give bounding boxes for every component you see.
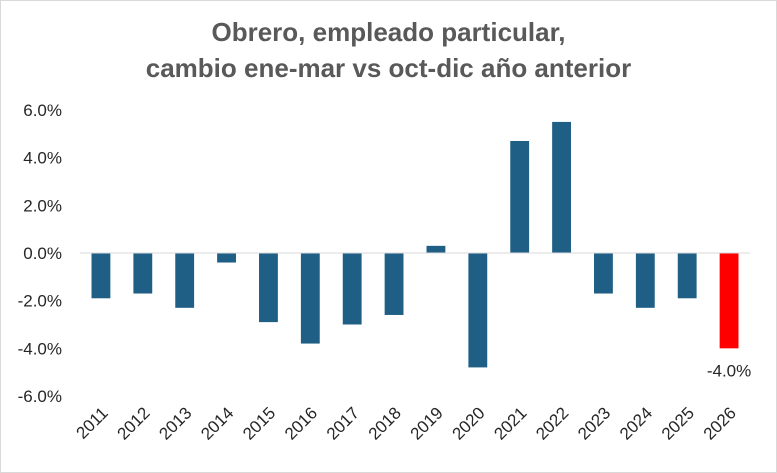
- x-tick-label: 2020: [448, 403, 488, 443]
- x-tick-label: 2019: [407, 403, 447, 443]
- x-tick-label: 2012: [113, 403, 153, 443]
- x-tick-label: 2021: [490, 403, 530, 443]
- x-tick-label: 2016: [281, 403, 321, 443]
- bar-2018: [384, 253, 404, 315]
- bar-2015: [259, 253, 278, 323]
- y-axis-ticks: 6.0% 4.0% 2.0% 0.0% -2.0% -4.0% -6.0%: [18, 101, 62, 406]
- data-labels: -4.0%: [707, 361, 751, 380]
- x-tick-label: 2024: [616, 403, 656, 443]
- y-tick-label: 6.0%: [23, 101, 62, 120]
- x-tick-label: 2018: [365, 403, 405, 443]
- y-tick-label: 4.0%: [23, 149, 62, 168]
- y-tick-label: -6.0%: [18, 387, 62, 406]
- x-tick-label: 2026: [700, 403, 740, 443]
- bar-2016: [300, 253, 320, 344]
- bar-2019: [426, 245, 446, 253]
- chart-title-line-2: cambio ene-mar vs oct-dic año anterior: [145, 53, 632, 83]
- chart-title: Obrero, empleado particular, cambio ene-…: [0, 14, 777, 86]
- x-tick-label: 2023: [574, 403, 614, 443]
- x-tick-label: 2025: [658, 403, 698, 443]
- chart-title-line-1: Obrero, empleado particular,: [211, 17, 566, 47]
- bar-2020: [468, 253, 488, 368]
- bar-2017: [342, 253, 362, 325]
- y-tick-label: 0.0%: [23, 244, 62, 263]
- bar-2024: [635, 253, 655, 308]
- y-tick-label: -4.0%: [18, 339, 62, 358]
- x-tick-label: 2013: [155, 403, 195, 443]
- x-tick-label: 2014: [197, 403, 237, 443]
- x-tick-label: 2015: [239, 403, 279, 443]
- data-label: -4.0%: [707, 361, 751, 380]
- x-tick-label: 2017: [323, 403, 363, 443]
- bar-2021: [510, 140, 530, 253]
- bars: [91, 121, 739, 368]
- bar-2013: [175, 253, 195, 308]
- y-tick-label: -2.0%: [18, 292, 62, 311]
- bar-2011: [91, 253, 111, 299]
- bar-2022: [552, 121, 571, 254]
- bar-2023: [594, 253, 613, 294]
- x-tick-label: 2022: [532, 403, 572, 443]
- y-tick-label: 2.0%: [23, 196, 62, 215]
- x-axis-ticks: 2011 2012 2013 2014 2015 2016 2017 2018 2019 2020…: [72, 403, 739, 443]
- bar-2014: [217, 253, 236, 263]
- x-tick-label: 2011: [72, 403, 111, 442]
- bar-2026: [719, 253, 739, 349]
- bar-2012: [133, 253, 153, 294]
- bar-2025: [677, 253, 697, 299]
